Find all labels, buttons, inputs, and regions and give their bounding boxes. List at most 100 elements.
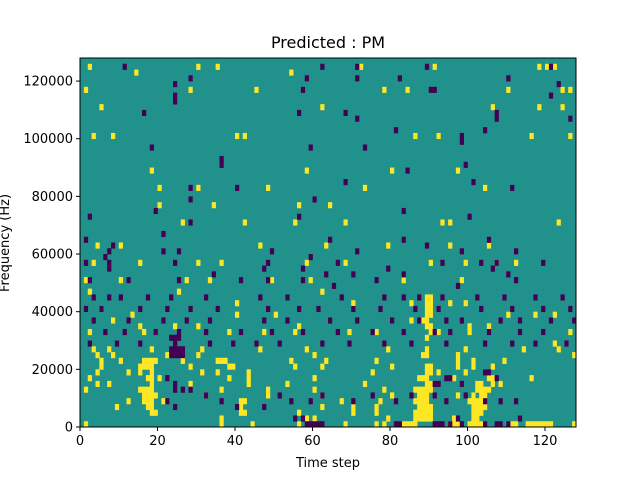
heatmap-cell-high (421, 398, 426, 405)
heatmap-cell-low (176, 328, 182, 336)
heatmap-cell-high (149, 409, 154, 416)
heatmap-cell-low (436, 380, 441, 387)
heatmap-cell-high (200, 346, 205, 353)
heatmap-cell-high (149, 346, 154, 353)
heatmap-cell-low (300, 328, 306, 336)
heatmap-cell-low (517, 328, 523, 336)
heatmap-cell-high (424, 311, 430, 318)
heatmap-cell-high (142, 328, 147, 336)
heatmap-cell-low (486, 369, 492, 376)
heatmap-cell-high (83, 386, 89, 393)
heatmap-cell-high (91, 132, 96, 140)
heatmap-cell-low (440, 259, 445, 266)
heatmap-cell-high (413, 398, 418, 405)
heatmap-cell-high (548, 421, 554, 428)
heatmap-cell-high (568, 328, 573, 336)
heatmap-cell-high (568, 132, 573, 140)
heatmap-cell-low (180, 352, 185, 359)
heatmap-cell-high (428, 380, 433, 387)
heatmap-cell-high (266, 184, 271, 191)
heatmap-cell-high (126, 369, 131, 376)
heatmap-cell-low (320, 421, 325, 428)
heatmap-cell-low (277, 340, 282, 347)
heatmap-cell-high (521, 346, 526, 353)
heatmap-cell-low (266, 305, 271, 313)
heatmap-cell-high (142, 386, 147, 393)
heatmap-cell-high (312, 386, 317, 393)
heatmap-cell-high (424, 403, 430, 411)
heatmap-cell-low (297, 305, 302, 313)
heatmap-cell-low (161, 248, 166, 255)
heatmap-cell-high (142, 398, 147, 405)
heatmap-cell-low (91, 294, 96, 301)
heatmap-cell-high (83, 86, 89, 93)
heatmap-cell-high (107, 346, 112, 353)
heatmap-cell-low (517, 415, 523, 422)
heatmap-cell-high (455, 392, 461, 399)
heatmap-cell-high (529, 421, 534, 428)
heatmap-cell-low (308, 254, 313, 261)
heatmap-cell-low (448, 328, 453, 336)
heatmap-cell-low (235, 403, 240, 411)
heatmap-cell-low (207, 317, 213, 324)
heatmap-cell-high (405, 421, 410, 428)
heatmap-cell-low (138, 305, 143, 313)
heatmap-cell-high (339, 398, 344, 405)
heatmap-cell-high (529, 375, 534, 382)
heatmap-cell-high (390, 363, 395, 370)
heatmap-cell-low (382, 340, 387, 347)
heatmap-cell-high (149, 380, 154, 387)
heatmap-cell-high (312, 415, 317, 422)
heatmap-cell-low (83, 236, 89, 243)
heatmap-cell-low (370, 328, 375, 336)
x-tick-label: 120 (533, 434, 558, 449)
heatmap-cell-high (483, 184, 488, 191)
heatmap-cell-low (204, 392, 209, 399)
heatmap-cell-high (471, 403, 476, 411)
heatmap-cell-high (207, 277, 213, 284)
heatmap-cell-low (176, 334, 182, 341)
heatmap-cell-low (510, 305, 515, 313)
heatmap-cell-high (424, 317, 430, 324)
heatmap-cell-high (390, 392, 395, 399)
heatmap-cell-high (428, 259, 433, 266)
heatmap-cell-high (297, 202, 302, 209)
heatmap-cell-high (374, 409, 379, 416)
heatmap-cell-high (382, 421, 387, 428)
heatmap-cell-low (173, 98, 178, 105)
heatmap-cell-low (564, 340, 569, 347)
heatmap-cell-high (514, 259, 519, 266)
x-tick-label: 80 (382, 434, 399, 449)
heatmap-cell-low (320, 340, 325, 347)
heatmap-cell-high (533, 311, 538, 318)
heatmap-cell-high (471, 415, 476, 422)
heatmap-cell-high (149, 386, 154, 393)
heatmap-cell-high (211, 202, 216, 209)
heatmap-cell-low (483, 421, 488, 428)
heatmap-cell-high (428, 369, 433, 376)
heatmap-cell-high (510, 421, 515, 428)
heatmap-cell-high (483, 392, 488, 399)
heatmap-cell-low (483, 398, 488, 405)
heatmap-cell-high (95, 369, 100, 376)
heatmap-cells (83, 63, 577, 428)
heatmap-cell-high (560, 104, 565, 111)
heatmap-cell-high (479, 386, 484, 393)
heatmap-cell-low (107, 294, 112, 301)
heatmap-cell-low (87, 340, 92, 347)
heatmap-cell-high (448, 242, 453, 249)
heatmap-cell-low (304, 75, 309, 82)
heatmap-cell-low (572, 317, 577, 324)
heatmap-cell-high (118, 277, 123, 284)
heatmap-cell-high (424, 409, 430, 416)
heatmap-cell-high (479, 392, 484, 399)
heatmap-cell-low (328, 317, 333, 324)
heatmap-cell-low (510, 184, 515, 191)
heatmap-cell-high (304, 259, 309, 266)
heatmap-cell-high (424, 346, 430, 353)
heatmap-cell-low (262, 403, 267, 411)
heatmap-cell-high (118, 242, 123, 249)
heatmap-cell-low (405, 167, 410, 174)
heatmap-cell-high (529, 132, 534, 140)
heatmap-cell-low (285, 294, 290, 301)
